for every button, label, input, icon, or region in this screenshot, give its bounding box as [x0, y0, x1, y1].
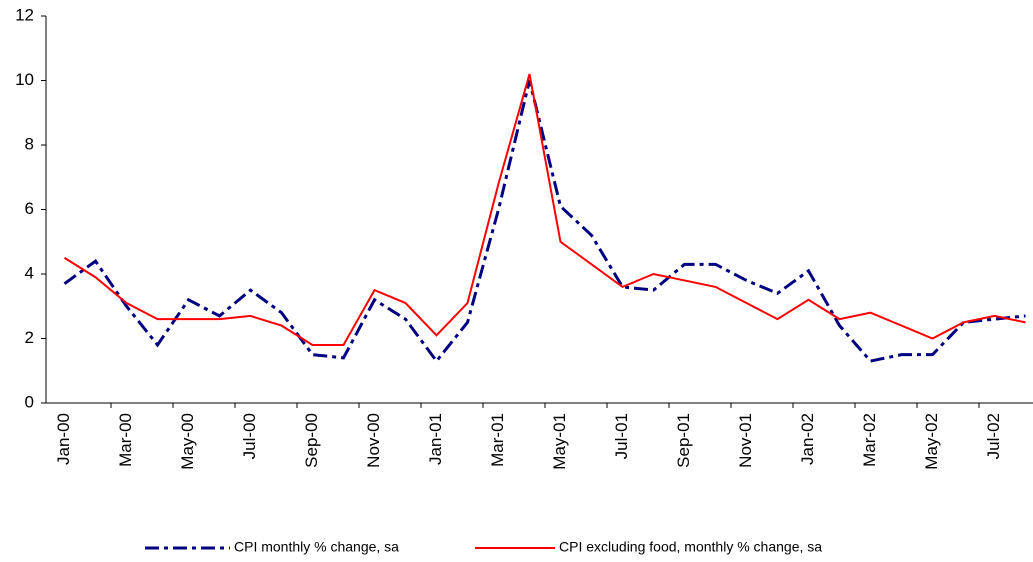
x-tick-label: Jul-00 [240, 413, 259, 459]
x-tick-label: May-00 [178, 413, 197, 470]
x-tick-label: Sep-00 [302, 413, 321, 468]
x-tick-label: Sep-01 [674, 413, 693, 468]
x-tick-label: May-02 [922, 413, 941, 470]
legend-label: CPI excluding food, monthly % change, sa [559, 539, 822, 555]
x-tick-label: May-01 [550, 413, 569, 470]
x-tick-label: Mar-01 [488, 413, 507, 467]
series-line [63, 80, 1026, 364]
y-tick-label: 10 [15, 70, 34, 89]
y-tick-label: 4 [25, 263, 34, 282]
x-tick-label: Nov-00 [364, 413, 383, 468]
x-tick-label: Jul-01 [612, 413, 631, 459]
legend-label: CPI monthly % change, sa [234, 539, 399, 555]
y-tick-label: 12 [15, 5, 34, 24]
x-tick-label: Jan-00 [54, 413, 73, 465]
series-line [63, 73, 1026, 346]
y-tick-label: 8 [25, 134, 34, 153]
x-tick-label: Jul-02 [984, 413, 1003, 459]
x-tick-label: Jan-01 [426, 413, 445, 465]
x-tick-label: Jan-02 [798, 413, 817, 465]
y-tick-label: 6 [25, 199, 34, 218]
x-tick-label: Mar-02 [860, 413, 879, 467]
y-tick-label: 2 [25, 328, 34, 347]
x-tick-label: Mar-00 [116, 413, 135, 467]
y-tick-label: 0 [25, 392, 34, 411]
x-tick-label: Nov-01 [736, 413, 755, 468]
